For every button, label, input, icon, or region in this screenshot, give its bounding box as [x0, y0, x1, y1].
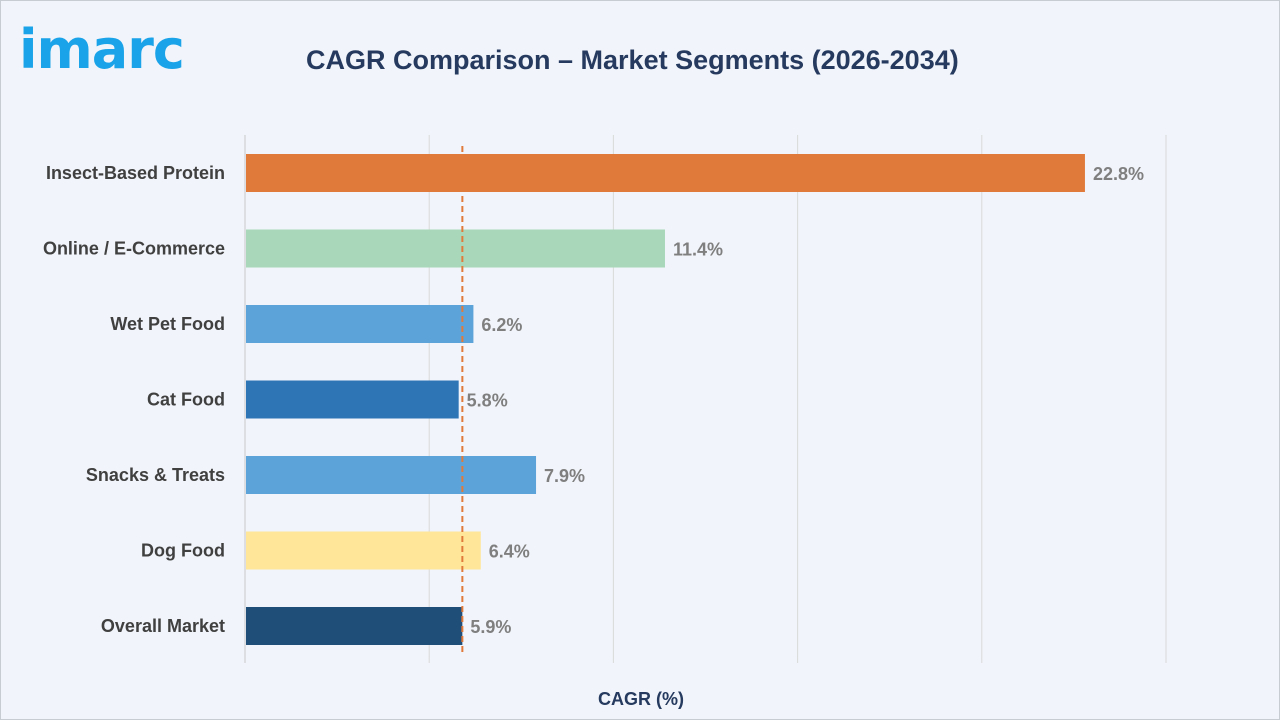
category-label: Wet Pet Food: [110, 314, 225, 334]
bars: [246, 154, 1085, 645]
category-label: Dog Food: [141, 541, 225, 561]
bar: [246, 607, 463, 645]
value-labels: 22.8% 11.4% 6.2% 5.8% 7.9% 6.4% 5.9%: [467, 164, 1144, 637]
data-label: 5.9%: [470, 617, 511, 637]
data-label: 6.2%: [481, 315, 522, 335]
category-labels: Insect-Based Protein Online / E-Commerce W…: [43, 163, 225, 636]
imarc-logo: imarc: [19, 18, 185, 81]
data-label: 22.8%: [1093, 164, 1144, 184]
bar: [246, 154, 1085, 192]
chart-title: CAGR Comparison – Market Segments (2026-…: [306, 45, 959, 75]
category-label: Overall Market: [101, 616, 225, 636]
x-axis-label: CAGR (%): [598, 689, 684, 709]
bar: [246, 229, 665, 268]
category-label: Cat Food: [147, 390, 225, 410]
bar: [246, 531, 481, 570]
bar: [246, 305, 474, 343]
bar: [246, 380, 459, 419]
data-label: 5.8%: [467, 391, 508, 411]
bar: [246, 456, 537, 494]
category-label: Insect-Based Protein: [46, 163, 225, 183]
data-label: 11.4%: [673, 240, 723, 260]
category-label: Online / E-Commerce: [43, 239, 225, 259]
gridlines: [244, 135, 1167, 663]
category-label: Snacks & Treats: [86, 465, 225, 485]
data-label: 7.9%: [544, 466, 585, 486]
data-label: 6.4%: [489, 542, 530, 562]
